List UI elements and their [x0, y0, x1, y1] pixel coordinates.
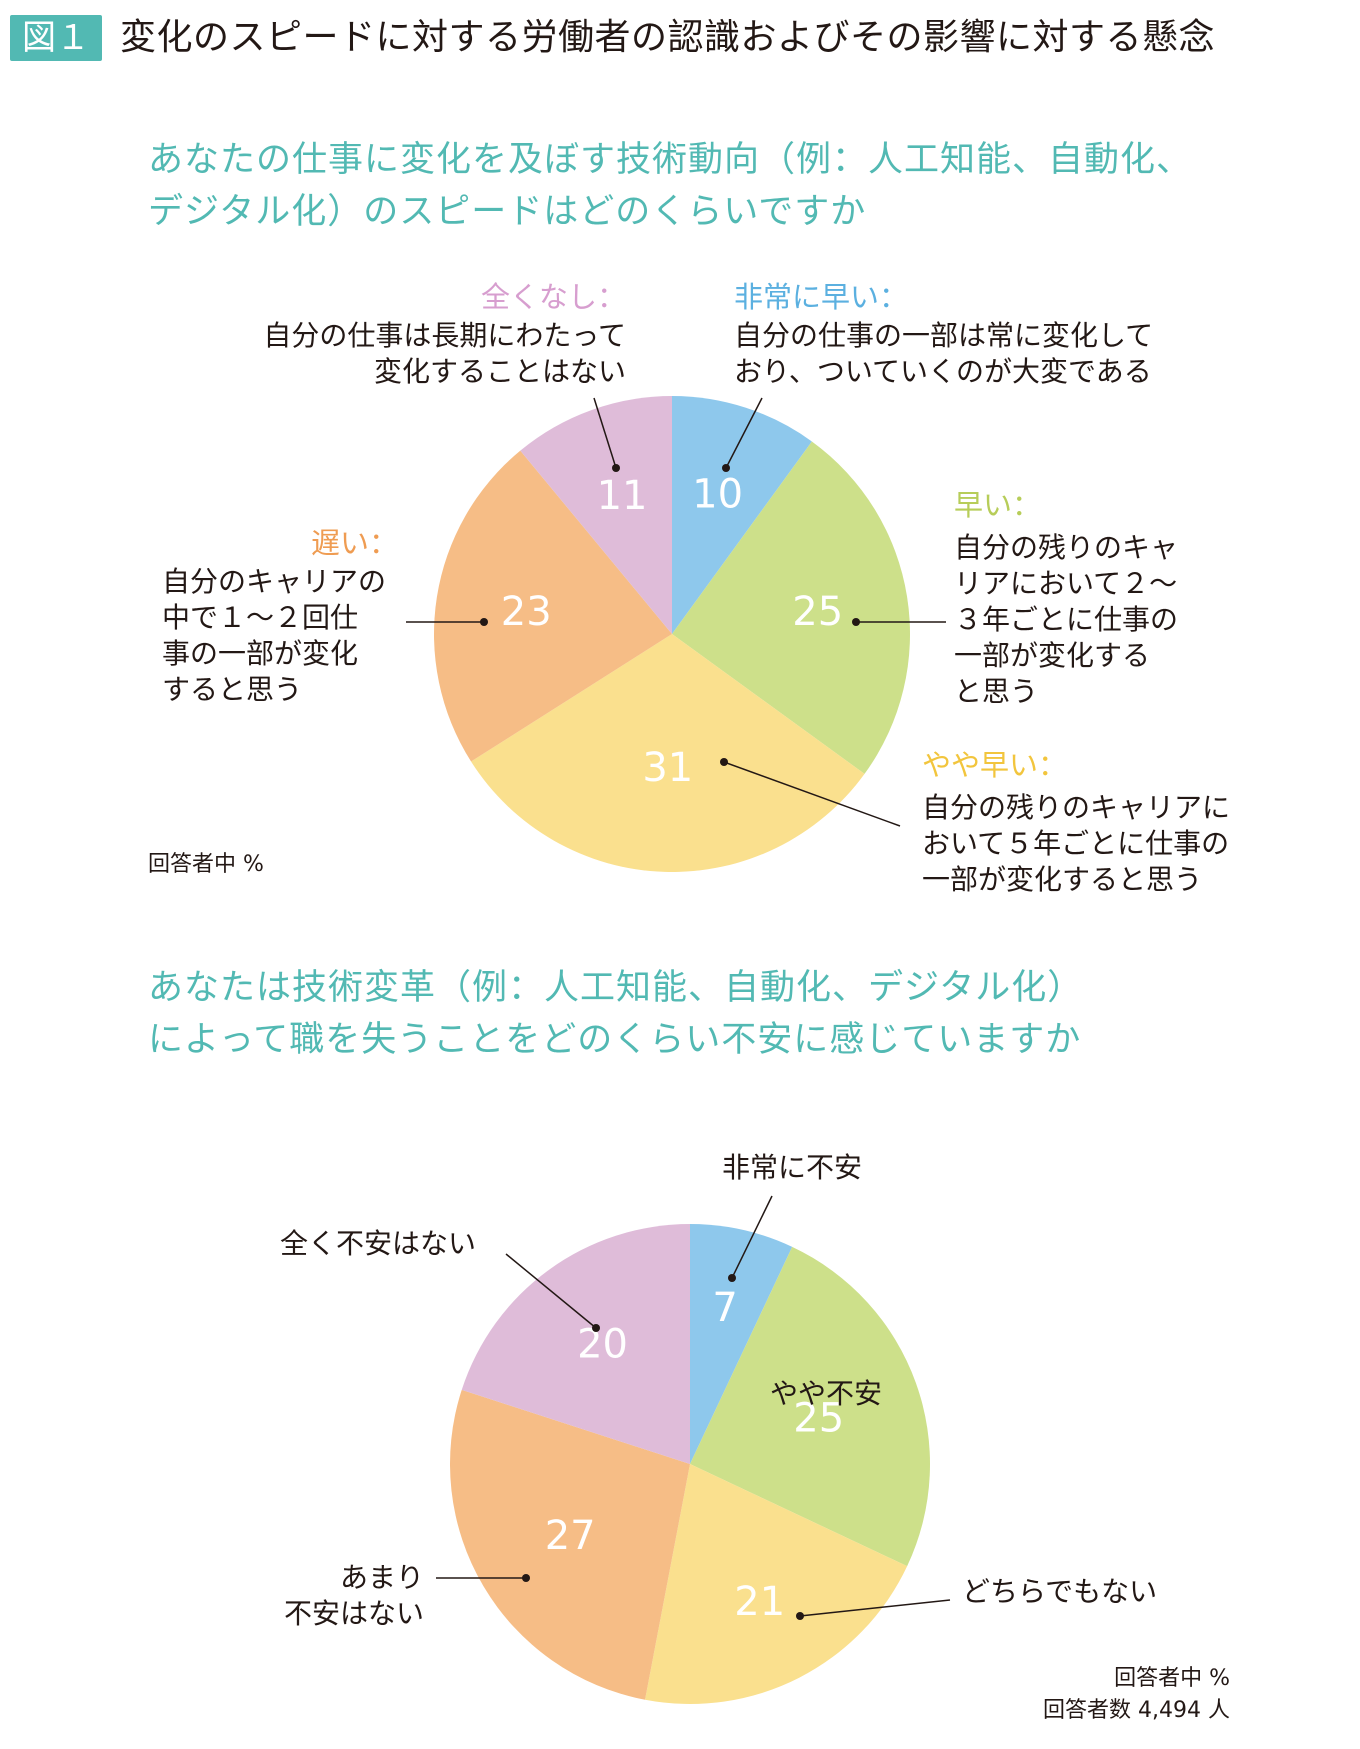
pie-chart-speed: 10 25 31 23 11	[406, 396, 946, 872]
chart1-desc-very-fast: 自分の仕事の一部は常に変化して おり、ついていくのが大変である	[734, 319, 1154, 388]
chart1-slice-somewhat-fast	[471, 634, 865, 872]
chart1-label-fast: 早い：	[954, 488, 1042, 522]
chart2-question: あなたは技術変革（例：人工知能、自動化、デジタル化） によって職を失うことをどの…	[148, 968, 1084, 1060]
chart2-leader-line-1	[731, 1195, 773, 1279]
chart2-leader-dot-1	[728, 1274, 736, 1282]
chart2-leader-dot-3	[796, 1612, 804, 1620]
chart1-value-label-4: 23	[501, 589, 552, 635]
figure-title: 変化のスピードに対する労働者の認識およびその影響に対する懸念	[120, 17, 1216, 58]
chart2-note-respondents: 回答者数 4,494 人	[1043, 1698, 1230, 1723]
chart1-leader-dot-5	[612, 464, 620, 472]
figure-header: 図１ 変化のスピードに対する労働者の認識およびその影響に対する懸念	[10, 12, 1215, 64]
chart1-leader-dot-2	[852, 618, 860, 626]
chart2-label-not-very-anxious: あまり 不安はない	[283, 1561, 424, 1630]
chart1-slice-none	[520, 396, 672, 634]
chart2-leader-line-3	[799, 1599, 951, 1617]
chart1-desc-somewhat-fast: 自分の残りのキャリアに おいて５年ごとに仕事の 一部が変化すると思う	[922, 791, 1231, 896]
chart1-leader-dot-3	[720, 758, 728, 766]
chart1-value-label-2: 25	[792, 589, 843, 635]
chart1-note: 回答者中 %	[148, 852, 264, 877]
chart1-slice-slow	[434, 450, 672, 762]
chart2-slice-neutral	[645, 1464, 908, 1704]
chart1-question: あなたの仕事に変化を及ぼす技術動向（例：人工知能、自動化、 デジタル化）のスピー…	[148, 140, 1193, 232]
chart2-leader-line-5	[505, 1253, 597, 1329]
chart2-label-neutral: どちらでもない	[962, 1575, 1158, 1608]
pie-chart-anxiety: 7 25 21 27 20	[436, 1195, 951, 1704]
chart1-leader-line-1	[725, 397, 763, 469]
chart1-leader-line-3	[723, 761, 901, 827]
figure-badge: 図１	[10, 15, 102, 61]
chart1-leader-dot-1	[722, 464, 730, 472]
chart2-label-not-anxious: 全く不安はない	[280, 1227, 477, 1260]
chart1-label-slow: 遅い：	[310, 526, 398, 560]
chart2-leader-dot-4	[522, 1574, 530, 1582]
chart2-slice-very-anxious	[690, 1224, 793, 1464]
chart2-value-label-3: 21	[734, 1579, 785, 1625]
chart2-slice-not-anxious	[461, 1224, 690, 1464]
chart2-label-somewhat-anxious: やや不安	[770, 1377, 883, 1410]
chart1-label-somewhat-fast: やや早い：	[922, 748, 1068, 782]
chart1-value-label-3: 31	[642, 745, 693, 791]
chart1-leader-dot-4	[480, 618, 488, 626]
chart2-value-label-1: 7	[712, 1285, 737, 1331]
chart2-leader-dot-5	[592, 1324, 600, 1332]
chart1-leader-line-5	[593, 397, 617, 469]
chart1-desc-none: 自分の仕事は長期にわたって 変化することはない	[263, 319, 626, 388]
chart2-slice-somewhat-anxious	[690, 1246, 930, 1567]
chart2-value-label-2: 25	[793, 1396, 844, 1442]
chart1-slice-very-fast	[672, 396, 812, 634]
chart1-value-label-1: 10	[692, 472, 743, 518]
chart2-note-percent: 回答者中 %	[1114, 1666, 1230, 1691]
chart2-value-label-5: 20	[577, 1322, 628, 1368]
chart2-value-label-4: 27	[545, 1513, 596, 1559]
chart1-value-label-5: 11	[597, 473, 648, 519]
chart2-label-very-anxious: 非常に不安	[722, 1151, 863, 1184]
chart1-slice-fast	[672, 441, 911, 774]
chart1-desc-slow: 自分のキャリアの 中で１～２回仕 事の一部が変化 すると思う	[162, 565, 387, 706]
chart1-label-very-fast: 非常に早い：	[734, 280, 909, 314]
chart1-desc-fast: 自分の残りのキャ リアにおいて２～ ３年ごとに仕事の 一部が変化する と思う	[954, 531, 1179, 708]
chart2-slice-not-very-anxious	[450, 1389, 690, 1700]
chart1-label-none: 全くなし：	[480, 280, 626, 314]
